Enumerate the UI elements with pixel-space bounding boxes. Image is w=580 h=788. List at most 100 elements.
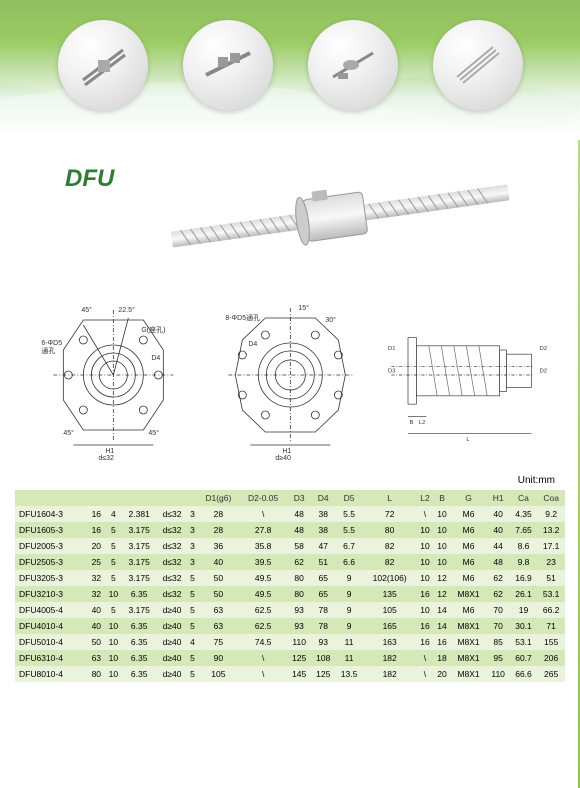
col-header: D2-0.05 xyxy=(239,490,287,506)
table-cell: 5.5 xyxy=(335,522,363,538)
table-cell: M8X1 xyxy=(451,634,487,650)
table-cell: DFU3210-3 xyxy=(15,586,88,602)
table-cell: \ xyxy=(239,506,287,522)
col-header xyxy=(105,490,122,506)
product-circle-2 xyxy=(183,20,273,110)
svg-text:45°: 45° xyxy=(63,429,74,437)
table-cell: 182 xyxy=(363,650,417,666)
technical-diagrams: 45°22.5° 6-ΦD5通孔 G(座孔)D4 45°45° H1 d≤32 … xyxy=(30,290,550,460)
table-cell: 10 xyxy=(434,522,451,538)
table-row: DFU6310-463106.35d≥40590\12510811182\18M… xyxy=(15,650,565,666)
table-cell: 16 xyxy=(416,634,433,650)
table-cell: 5 xyxy=(105,538,122,554)
table-cell: 6.35 xyxy=(122,618,157,634)
table-cell: 155 xyxy=(537,634,565,650)
table-cell: 71 xyxy=(537,618,565,634)
table-cell: 62.5 xyxy=(239,618,287,634)
table-cell: 3 xyxy=(188,554,198,570)
col-header: D5 xyxy=(335,490,363,506)
table-cell: 78 xyxy=(311,602,335,618)
table-cell: DFU2005-3 xyxy=(15,538,88,554)
table-cell: 66.2 xyxy=(537,602,565,618)
svg-text:d≥40: d≥40 xyxy=(275,455,291,460)
table-cell: d≤32 xyxy=(157,554,188,570)
table-cell: 25 xyxy=(88,554,105,570)
table-cell: 5 xyxy=(188,586,198,602)
table-cell: 6.6 xyxy=(335,554,363,570)
table-cell: 49.5 xyxy=(239,586,287,602)
svg-text:30°: 30° xyxy=(325,316,336,324)
table-cell: 20 xyxy=(88,538,105,554)
table-cell: 50 xyxy=(198,586,240,602)
flange-diagram-1: 45°22.5° 6-ΦD5通孔 G(座孔)D4 45°45° H1 d≤32 xyxy=(30,290,197,460)
table-cell: 265 xyxy=(537,666,565,682)
table-cell: d≥40 xyxy=(157,666,188,682)
table-cell: 4 xyxy=(188,634,198,650)
table-cell: 11 xyxy=(335,634,363,650)
table-cell: 12 xyxy=(434,586,451,602)
col-header: G xyxy=(451,490,487,506)
table-cell: 10 xyxy=(416,538,433,554)
table-cell: \ xyxy=(416,650,433,666)
table-cell: 50 xyxy=(198,570,240,586)
table-cell: 3 xyxy=(188,538,198,554)
svg-text:L: L xyxy=(467,437,471,443)
table-cell: 11 xyxy=(335,650,363,666)
table-cell: 95 xyxy=(487,650,510,666)
svg-text:45°: 45° xyxy=(81,306,92,314)
table-cell: 40 xyxy=(88,618,105,634)
table-cell: 9.8 xyxy=(510,554,538,570)
table-cell: 27.8 xyxy=(239,522,287,538)
table-cell: DFU4005-4 xyxy=(15,602,88,618)
table-cell: 165 xyxy=(363,618,417,634)
table-row: DFU8010-480106.35d≥405105\14512513.5182\… xyxy=(15,666,565,682)
svg-text:45°: 45° xyxy=(148,429,159,437)
col-header: Ca xyxy=(510,490,538,506)
table-cell: 4.35 xyxy=(510,506,538,522)
product-circle-1 xyxy=(58,20,148,110)
table-cell: d≥40 xyxy=(157,650,188,666)
table-cell: 62 xyxy=(287,554,311,570)
col-header: D4 xyxy=(311,490,335,506)
table-cell: 6.35 xyxy=(122,650,157,666)
table-cell: M8X1 xyxy=(451,666,487,682)
table-row: DFU5010-450106.35d≥4047574.5110931116316… xyxy=(15,634,565,650)
product-circle-4 xyxy=(433,20,523,110)
table-cell: 14 xyxy=(434,618,451,634)
table-cell: 10 xyxy=(105,634,122,650)
table-cell: 23 xyxy=(537,554,565,570)
table-cell: 40 xyxy=(487,506,510,522)
table-cell: 13.2 xyxy=(537,522,565,538)
table-cell: 62 xyxy=(487,586,510,602)
table-cell: 75 xyxy=(198,634,240,650)
table-cell: 4 xyxy=(105,506,122,522)
table-row: DFU3210-332106.35d≤3255049.5806591351612… xyxy=(15,586,565,602)
table-cell: 30.1 xyxy=(510,618,538,634)
table-cell: 38 xyxy=(311,522,335,538)
table-cell: 3.175 xyxy=(122,554,157,570)
table-cell: 105 xyxy=(363,602,417,618)
table-cell: 28 xyxy=(198,506,240,522)
table-cell: 48 xyxy=(487,554,510,570)
table-cell: 3.175 xyxy=(122,522,157,538)
table-cell: 5.5 xyxy=(335,506,363,522)
table-cell: 20 xyxy=(434,666,451,682)
table-cell: d≤32 xyxy=(157,506,188,522)
col-header: L2 xyxy=(416,490,433,506)
table-cell: 3 xyxy=(188,522,198,538)
table-row: DFU1604-31642.381d≤32328\48385.572\10M64… xyxy=(15,506,565,522)
col-header: Coa xyxy=(537,490,565,506)
table-cell: d≤32 xyxy=(157,586,188,602)
svg-text:d≤32: d≤32 xyxy=(98,455,114,460)
table-cell: 16.9 xyxy=(510,570,538,586)
table-cell: 48 xyxy=(287,522,311,538)
svg-text:通孔: 通孔 xyxy=(41,346,55,355)
table-cell: 135 xyxy=(363,586,417,602)
table-cell: 82 xyxy=(363,538,417,554)
table-cell: 58 xyxy=(287,538,311,554)
table-cell: 28 xyxy=(198,522,240,538)
table-cell: 80 xyxy=(287,586,311,602)
table-cell: 14 xyxy=(434,602,451,618)
table-cell: d≤32 xyxy=(157,522,188,538)
svg-text:D4: D4 xyxy=(151,355,160,362)
